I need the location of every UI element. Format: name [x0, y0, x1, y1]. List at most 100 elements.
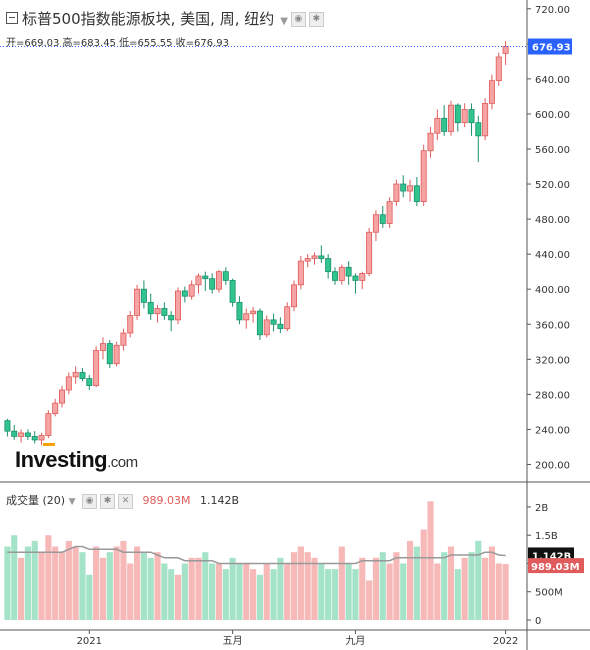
volume-bar	[277, 557, 284, 620]
volume-bar	[359, 557, 366, 620]
price-tick-label: 640.00	[535, 75, 570, 86]
candle-body	[65, 376, 72, 391]
volume-bar	[345, 563, 352, 620]
candle-body	[93, 350, 100, 386]
candle-body	[447, 104, 454, 132]
collapse-icon[interactable]	[6, 12, 18, 24]
candle-body	[407, 185, 414, 192]
volume-value-2: 1.142B	[199, 494, 240, 507]
gear-icon[interactable]: ✱	[100, 493, 115, 509]
candle-body	[475, 122, 482, 137]
candle-body	[331, 271, 338, 281]
candle-body	[236, 301, 243, 321]
volume-bar	[352, 569, 359, 620]
volume-bar	[236, 563, 243, 620]
candle-body	[243, 313, 250, 321]
candle-body	[215, 271, 222, 290]
volume-bar	[284, 563, 291, 620]
volume-bar	[379, 552, 386, 620]
candle-body	[263, 319, 270, 336]
close-icon[interactable]: ✕	[118, 493, 133, 509]
candle-body	[127, 315, 134, 334]
volume-bar	[181, 563, 188, 620]
candle-body	[175, 290, 182, 321]
price-tick-label: 280.00	[535, 390, 570, 401]
candle-body	[99, 343, 106, 351]
candle-body	[311, 255, 318, 259]
eye-icon[interactable]: ◉	[82, 493, 97, 509]
candle-body	[393, 183, 400, 202]
volume-bar	[195, 557, 202, 620]
candle-body	[222, 271, 229, 281]
price-tick-label: 600.00	[535, 110, 570, 121]
volume-bar	[406, 540, 414, 620]
volume-bar	[38, 552, 45, 620]
candle-body	[413, 185, 420, 202]
candle-body	[495, 56, 502, 82]
volume-bar	[45, 535, 52, 620]
candle-body	[318, 255, 325, 259]
candle-body	[454, 104, 461, 124]
candle-body	[468, 109, 475, 124]
volume-tick-label: 2B	[535, 503, 548, 514]
candle-body	[420, 150, 427, 202]
volume-bar	[188, 557, 195, 620]
volume-bar	[24, 546, 31, 620]
candle-body	[11, 430, 18, 437]
eye-icon[interactable]: ◉	[290, 12, 306, 27]
volume-bar	[400, 563, 407, 620]
candle-body	[24, 432, 31, 437]
volume-bar	[72, 546, 79, 620]
volume-bar	[434, 563, 441, 620]
volume-bar	[86, 574, 93, 620]
candle-body	[400, 183, 407, 192]
candle-body	[38, 435, 45, 441]
volume-bar	[202, 552, 209, 620]
candle-body	[359, 273, 366, 281]
candle-body	[482, 103, 489, 137]
gear-icon[interactable]: ✱	[308, 12, 324, 27]
candle-body	[134, 288, 141, 316]
price-tick-label: 480.00	[535, 215, 570, 226]
volume-tick-label: 1.5B	[535, 531, 558, 542]
candle-body	[45, 413, 52, 436]
volume-bar	[447, 546, 455, 620]
volume-bar	[495, 563, 502, 620]
volume-bar	[488, 546, 496, 620]
candle-body	[202, 275, 209, 280]
volume-bar	[222, 569, 229, 620]
volume-tick-label: 0	[535, 616, 541, 627]
volume-last-badge	[528, 558, 584, 574]
volume-bar	[168, 569, 175, 620]
chevron-down-icon[interactable]: ▼	[68, 497, 76, 507]
volume-bar	[413, 546, 420, 620]
volume-bar	[454, 569, 461, 620]
candle-body	[250, 310, 257, 315]
candle-body	[181, 290, 188, 297]
candle-body	[195, 275, 202, 286]
candle-body	[386, 201, 393, 224]
price-tick-label: 200.00	[535, 460, 570, 471]
candle-body	[372, 214, 379, 233]
volume-ma-label: 1.142B	[532, 551, 571, 562]
volume-bar	[311, 557, 318, 620]
price-tick-label: 520.00	[535, 180, 570, 191]
volume-bar	[99, 557, 107, 620]
volume-bar	[331, 569, 339, 620]
volume-bar	[468, 552, 475, 620]
volume-bar	[209, 563, 216, 620]
volume-bar	[263, 563, 270, 620]
volume-bar	[106, 552, 113, 620]
candle-body	[270, 319, 277, 325]
candle-body	[86, 378, 93, 386]
candle-body	[161, 308, 168, 316]
candle-body	[304, 258, 311, 262]
candle-body	[434, 117, 441, 134]
volume-bar	[147, 557, 154, 620]
volume-bar	[304, 552, 311, 620]
chevron-down-icon[interactable]: ▼	[280, 16, 288, 27]
candle-body	[59, 389, 65, 404]
volume-bar	[372, 557, 379, 620]
candle-body	[72, 372, 79, 378]
